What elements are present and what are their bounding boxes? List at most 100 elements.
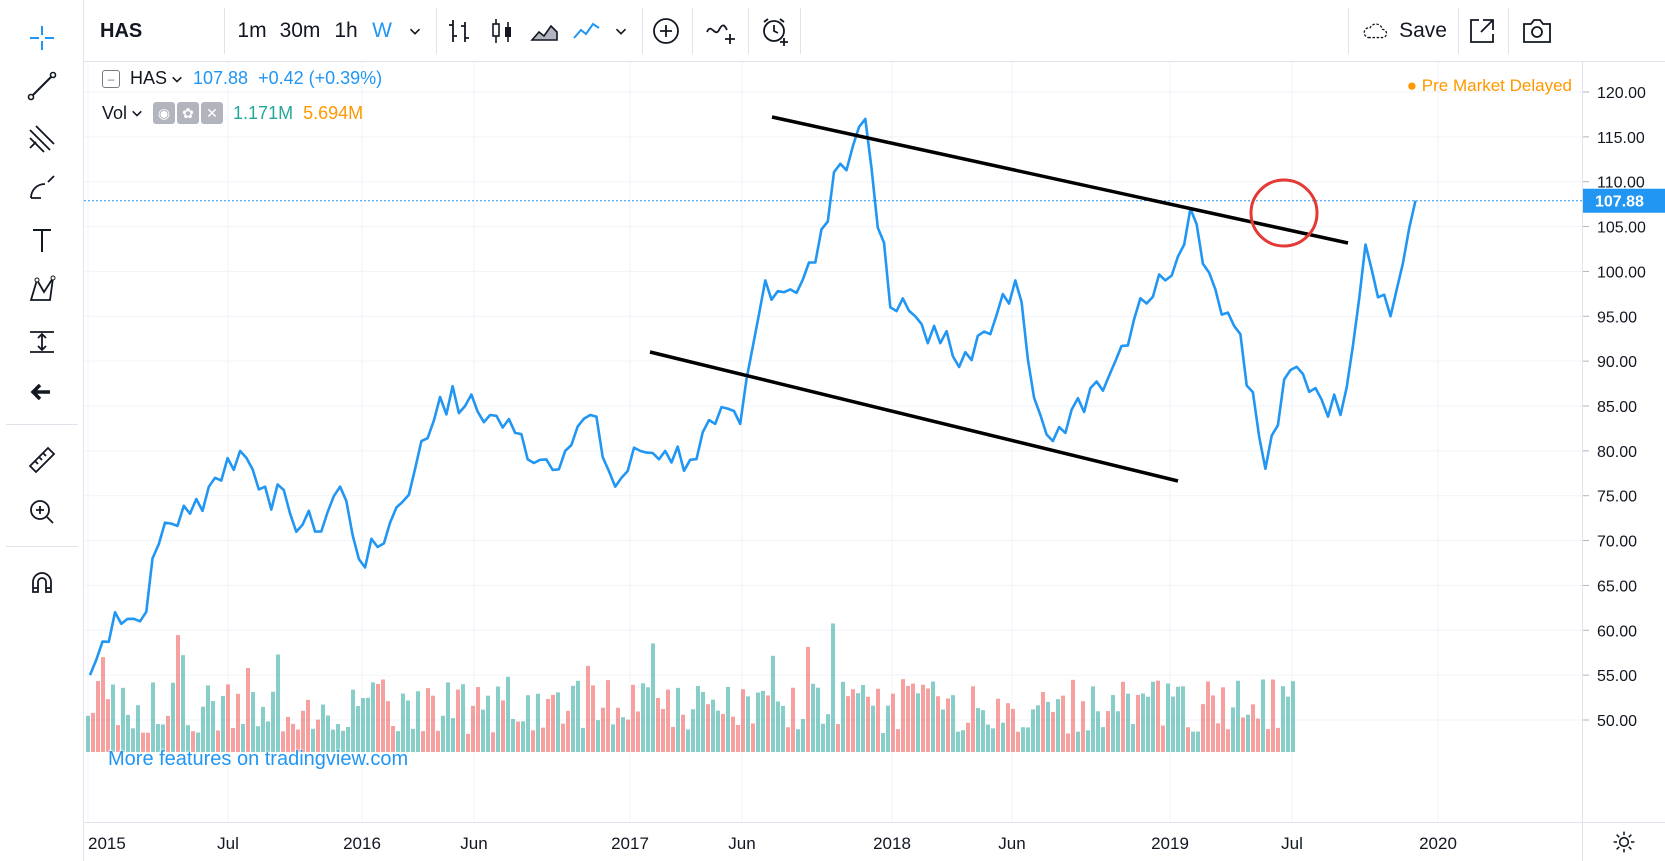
volume-bar — [291, 723, 295, 752]
market-status: ● Pre Market Delayed — [1406, 76, 1572, 95]
area-style-button[interactable] — [524, 0, 564, 62]
volume-bar — [236, 693, 240, 752]
compare-button[interactable] — [644, 0, 688, 62]
volume-bar — [581, 727, 585, 752]
prediction-tool[interactable] — [14, 320, 70, 364]
volume-bar — [851, 689, 855, 752]
toolbar-divider — [1458, 8, 1459, 54]
toolbar-divider — [642, 8, 643, 54]
volume-bar — [1151, 681, 1155, 752]
chevron-down-icon[interactable] — [131, 107, 143, 119]
price-tick-label: 120.00 — [1597, 85, 1646, 102]
volume-bar — [996, 698, 1000, 752]
volume-bar — [1256, 718, 1260, 752]
save-button[interactable]: Save — [1356, 0, 1450, 62]
time-scale[interactable]: 2015 Jul 2016 Jun 2017 Jun 2018 Jun 2019 Jul 2020 — [84, 822, 1582, 861]
volume-bar — [156, 724, 160, 752]
text-tool[interactable] — [14, 218, 70, 262]
toolbar-divider — [436, 8, 437, 54]
legend-symbol[interactable]: HAS — [130, 68, 168, 88]
volume-bar — [196, 732, 200, 752]
pattern-tool[interactable] — [14, 268, 70, 312]
volume-bar — [551, 694, 555, 752]
chart-settings-button[interactable] — [1582, 822, 1665, 861]
volume-bar — [776, 701, 780, 752]
volume-bar — [1061, 695, 1065, 752]
volume-label[interactable]: Vol — [102, 102, 128, 123]
chart-style-dropdown-button[interactable] — [608, 0, 634, 62]
interval-dropdown-button[interactable] — [402, 0, 428, 62]
hide-toolbar-tool[interactable] — [14, 370, 70, 414]
price-tick-label: 70.00 — [1597, 534, 1637, 551]
chevron-down-icon[interactable] — [171, 73, 183, 85]
alert-button[interactable] — [752, 0, 798, 62]
zoom-in-icon — [30, 500, 54, 524]
volume-bar — [391, 725, 395, 752]
volume-bar — [956, 731, 960, 752]
volume-bar — [526, 695, 530, 752]
volume-bar — [261, 706, 265, 752]
volume-bar — [826, 714, 830, 752]
volume-bar — [456, 689, 460, 752]
volume-bar — [276, 654, 280, 752]
candles-style-icon — [492, 19, 511, 43]
volume-bar — [1251, 704, 1255, 752]
volume-bar — [1266, 729, 1270, 752]
volume-bar — [746, 696, 750, 752]
candles-style-button[interactable] — [482, 0, 522, 62]
interval-1h-button[interactable]: 1h — [330, 0, 362, 62]
volume-bar — [1051, 711, 1055, 752]
chart-pane[interactable]: – HAS 107.88 +0.42 (+0.39%) Vol ◉ ✿ ✕ 1.… — [84, 62, 1582, 822]
watermark-link[interactable]: More features on tradingview.com — [108, 748, 409, 770]
interval-w-button[interactable]: W — [370, 0, 394, 62]
close-icon[interactable]: ✕ — [201, 102, 224, 124]
pitchfork-tool[interactable] — [14, 116, 70, 160]
volume-bar — [936, 696, 940, 752]
volume-bar — [1241, 717, 1245, 752]
crosshair-tool[interactable] — [14, 16, 70, 60]
bars-style-button[interactable] — [440, 0, 480, 62]
volume-bar — [756, 692, 760, 752]
volume-bar — [451, 718, 455, 752]
line-style-button[interactable] — [566, 0, 606, 62]
time-tick-label: 2018 — [873, 834, 911, 853]
brush-icon — [30, 175, 55, 199]
volume-bar — [546, 698, 550, 752]
snapshot-button[interactable] — [1514, 0, 1560, 62]
ruler-tool[interactable] — [14, 438, 70, 482]
price-chart-svg[interactable] — [84, 62, 1582, 822]
fullscreen-button[interactable] — [1462, 0, 1502, 62]
interval-label: 30m — [279, 19, 321, 42]
volume-bar — [101, 657, 105, 752]
price-scale[interactable]: 120.00 115.00 110.00 105.00 100.00 95.00 90.00… — [1582, 62, 1665, 822]
volume-bar — [286, 716, 290, 752]
volume-bar — [1226, 729, 1230, 752]
volume-bar — [361, 698, 365, 752]
volume-bar — [1081, 701, 1085, 752]
interval-1m-button[interactable]: 1m — [234, 0, 270, 62]
volume-bar — [596, 720, 600, 752]
volume-bar — [661, 708, 665, 752]
volume-bar — [1121, 681, 1125, 752]
volume-bar — [1186, 727, 1190, 752]
symbol-search-button[interactable]: HAS — [100, 0, 160, 62]
compare-icon — [653, 18, 679, 44]
interval-30m-button[interactable]: 30m — [278, 0, 322, 62]
magnet-tool[interactable] — [14, 560, 70, 604]
eye-icon[interactable]: ◉ — [153, 102, 176, 124]
volume-bar — [296, 729, 300, 752]
collapse-legend-icon[interactable]: – — [102, 69, 120, 88]
channel-lower-trendline — [649, 350, 1179, 483]
price-tick-label: 85.00 — [1597, 399, 1637, 416]
volume-bar — [876, 688, 880, 752]
volume-bar — [491, 732, 495, 752]
volume-bar — [446, 682, 450, 752]
volume-bar — [591, 685, 595, 752]
volume-bar — [961, 730, 965, 752]
trend-line-tool[interactable] — [14, 64, 70, 108]
gear-icon[interactable]: ✿ — [177, 102, 200, 124]
volume-bar — [896, 729, 900, 752]
indicators-button[interactable] — [696, 0, 746, 62]
brush-tool[interactable] — [14, 166, 70, 210]
zoom-in-tool[interactable] — [14, 490, 70, 534]
